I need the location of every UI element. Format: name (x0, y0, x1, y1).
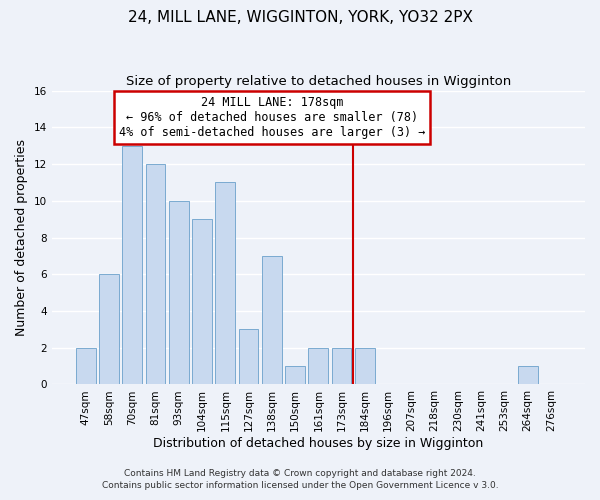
Bar (332, 348, 352, 385)
Bar (285, 366, 305, 384)
Bar (355, 348, 375, 385)
Text: Contains HM Land Registry data © Crown copyright and database right 2024.
Contai: Contains HM Land Registry data © Crown c… (101, 469, 499, 490)
Bar (192, 219, 212, 384)
Text: 24 MILL LANE: 178sqm
← 96% of detached houses are smaller (78)
4% of semi-detach: 24 MILL LANE: 178sqm ← 96% of detached h… (119, 96, 425, 139)
Bar (239, 330, 259, 384)
Bar (169, 201, 188, 384)
Bar (308, 348, 328, 385)
Bar (76, 348, 95, 385)
Bar (122, 146, 142, 384)
Bar (518, 366, 538, 384)
Y-axis label: Number of detached properties: Number of detached properties (15, 139, 28, 336)
Bar (215, 182, 235, 384)
Text: 24, MILL LANE, WIGGINTON, YORK, YO32 2PX: 24, MILL LANE, WIGGINTON, YORK, YO32 2PX (128, 10, 473, 25)
Bar (99, 274, 119, 384)
X-axis label: Distribution of detached houses by size in Wigginton: Distribution of detached houses by size … (153, 437, 484, 450)
Bar (262, 256, 282, 384)
Title: Size of property relative to detached houses in Wigginton: Size of property relative to detached ho… (126, 75, 511, 88)
Bar (146, 164, 166, 384)
